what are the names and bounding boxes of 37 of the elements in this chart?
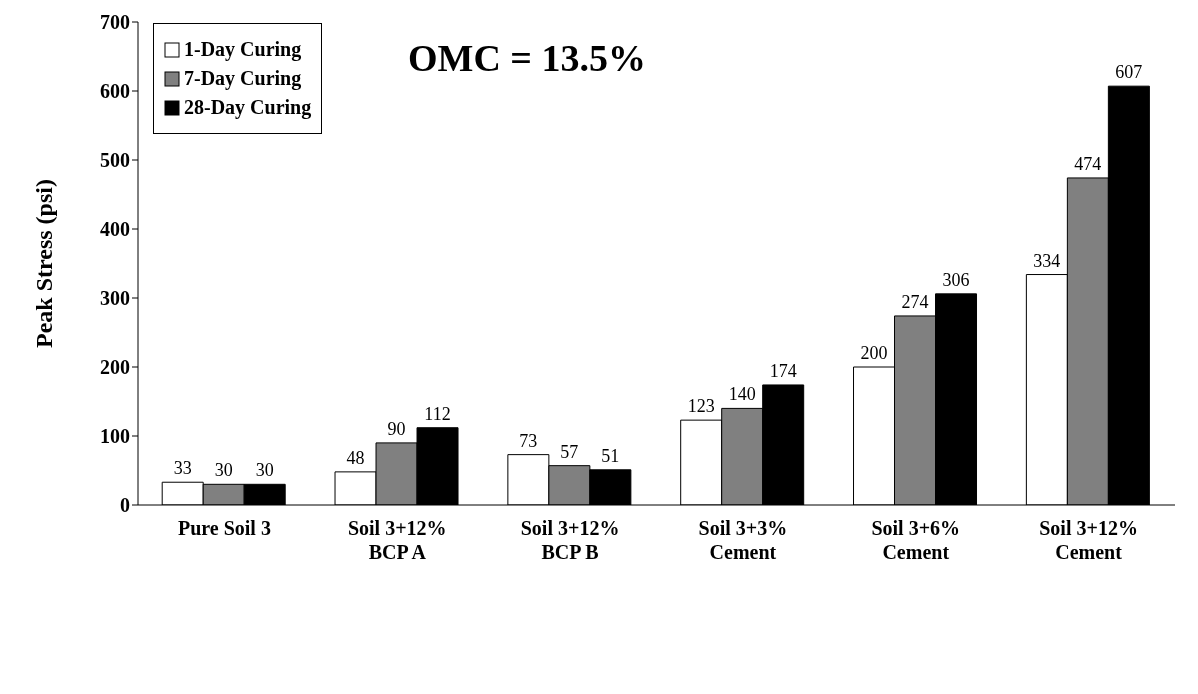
data-label: 140 xyxy=(728,384,756,405)
data-label: 200 xyxy=(860,343,888,363)
data-label: 48 xyxy=(346,447,365,468)
y-tick-label: 200 xyxy=(100,356,130,379)
data-label: 123 xyxy=(687,396,715,417)
x-tick-label: Soil 3+12% BCP A xyxy=(347,517,447,563)
data-label: 33 xyxy=(173,458,192,479)
data-label: 51 xyxy=(601,445,620,466)
data-label: 112 xyxy=(424,403,451,424)
y-tick-label: 400 xyxy=(100,218,130,241)
legend-label: 28-Day Curing xyxy=(184,96,312,119)
data-label: 334 xyxy=(1033,250,1061,271)
x-tick-label: Soil 3+3% Cement xyxy=(698,517,788,563)
data-label: 30 xyxy=(255,460,274,481)
data-label: 306 xyxy=(942,269,970,290)
y-tick-label: 600 xyxy=(100,80,130,103)
data-label: 73 xyxy=(519,430,538,451)
x-tick-label: Pure Soil 3 xyxy=(177,517,271,539)
data-label: 57 xyxy=(560,441,579,462)
y-tick-label: 300 xyxy=(100,287,130,310)
y-tick-label: 0 xyxy=(120,494,130,517)
x-tick-label: Soil 3+12% Cement xyxy=(1039,517,1138,563)
y-tick-label: 500 xyxy=(100,149,130,172)
legend-label: 7-Day Curing xyxy=(184,67,302,90)
x-tick-label: Soil 3+12% BCP B xyxy=(520,517,620,563)
data-label: 474 xyxy=(1074,153,1102,174)
data-label: 174 xyxy=(769,360,797,381)
data-label: 274 xyxy=(901,291,929,312)
legend-label: 1-Day Curing xyxy=(184,38,302,61)
y-axis-title: Peak Stress (psi) xyxy=(30,179,57,348)
data-label: 30 xyxy=(214,460,233,481)
y-tick-label: 100 xyxy=(100,425,130,448)
data-label: 90 xyxy=(387,418,406,439)
data-label: 607 xyxy=(1115,62,1143,83)
x-tick-label: Soil 3+6% Cement xyxy=(871,517,961,563)
y-tick-label: 700 xyxy=(100,11,130,34)
annotation: OMC = 13.5% xyxy=(408,36,647,80)
